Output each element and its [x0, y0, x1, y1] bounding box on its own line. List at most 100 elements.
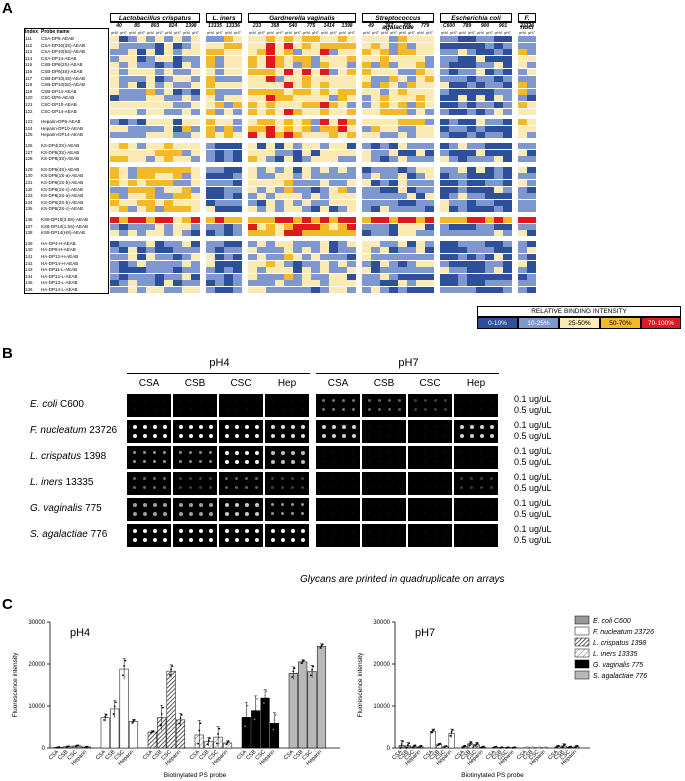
heat-cell [275, 240, 284, 247]
heat-cell [248, 260, 257, 267]
heat-cell [311, 254, 320, 261]
heat-cell [146, 260, 155, 267]
species-rule [206, 21, 242, 22]
heat-cell [449, 273, 458, 280]
heat-cell [425, 247, 434, 254]
array-spot [414, 434, 417, 437]
heat-cell [485, 132, 494, 139]
array-spot [342, 538, 345, 541]
array-tile [362, 446, 406, 469]
array-spot [143, 399, 146, 402]
probe-name: KS-DP6(3S)-AEAB [41, 149, 80, 155]
heat-cell [407, 75, 416, 82]
heat-cell [215, 149, 224, 156]
heat-cell [398, 55, 407, 62]
heat-cell [494, 102, 503, 109]
y-tick-label: 30000 [28, 620, 45, 626]
array-spot [470, 399, 473, 402]
heat-cell [311, 173, 320, 180]
heat-cell [302, 186, 311, 193]
heat-cell [146, 254, 155, 261]
data-point [58, 746, 61, 748]
array-spot [424, 477, 427, 480]
heat-cell [329, 254, 338, 261]
heat-cell [362, 240, 371, 247]
array-spot [225, 425, 229, 429]
heat-cell [182, 206, 191, 213]
array-spot [434, 529, 437, 532]
heat-cell [137, 125, 146, 132]
heat-cell [503, 119, 512, 126]
heat-cell [110, 42, 119, 49]
heat-cell [182, 260, 191, 267]
heat-cell [527, 75, 536, 82]
heat-cell [293, 254, 302, 261]
heat-cell [425, 49, 434, 56]
array-spot [490, 486, 493, 489]
heat-cell [398, 280, 407, 287]
array-spot [414, 512, 417, 515]
array-spot [209, 451, 212, 454]
heat-cell [248, 82, 257, 89]
heat-cell [128, 280, 137, 287]
heat-cell [371, 156, 380, 163]
probe-index: 118 [25, 82, 33, 88]
heat-cell [182, 119, 191, 126]
data-point [206, 743, 209, 746]
heat-cell [137, 69, 146, 76]
heat-cell [416, 230, 425, 237]
heat-cell [284, 260, 293, 267]
heat-cell [266, 62, 275, 69]
heat-cell [191, 247, 200, 254]
heat-cell [155, 287, 164, 294]
array-tile [316, 498, 360, 521]
heat-cell [380, 230, 389, 237]
heat-cell [146, 280, 155, 287]
heat-cell [467, 186, 476, 193]
array-tile [173, 498, 217, 521]
heat-cell [389, 143, 398, 150]
heat-cell [467, 166, 476, 173]
array-spot [388, 425, 391, 428]
heat-cell [371, 42, 380, 49]
array-spot [255, 512, 259, 516]
heat-cell [407, 186, 416, 193]
heat-cell [173, 69, 182, 76]
heat-cell [257, 206, 266, 213]
heat-cell [248, 166, 257, 173]
heat-cell [338, 230, 347, 237]
heat-cell [329, 95, 338, 102]
array-spot [388, 408, 391, 411]
organism-genus: E. coli [30, 399, 61, 410]
heat-cell [527, 102, 536, 109]
heat-cell [110, 199, 119, 206]
heat-cell [215, 206, 224, 213]
array-tile [316, 472, 360, 495]
heat-cell [485, 82, 494, 89]
array-spot [291, 503, 294, 506]
array-spot [398, 408, 401, 411]
data-point [483, 745, 485, 748]
heat-cell [155, 199, 164, 206]
heat-cell [173, 42, 182, 49]
heat-cell [485, 108, 494, 115]
array-spot [352, 486, 355, 489]
heat-cell [257, 267, 266, 274]
heat-cell [224, 125, 233, 132]
heat-cell [467, 36, 476, 43]
heat-cell [233, 108, 242, 115]
heat-cell [110, 102, 119, 109]
array-spot [301, 408, 304, 411]
heat-cell [407, 287, 416, 294]
heat-cell [110, 206, 119, 213]
heat-cell [164, 287, 173, 294]
heat-cell [485, 166, 494, 173]
array-spot [281, 486, 284, 489]
heat-cell [257, 166, 266, 173]
heat-cell [164, 119, 173, 126]
heat-cell [155, 69, 164, 76]
array-tile [454, 420, 498, 443]
heat-cell [416, 88, 425, 95]
heat-cell [347, 223, 356, 230]
data-point [264, 694, 266, 697]
